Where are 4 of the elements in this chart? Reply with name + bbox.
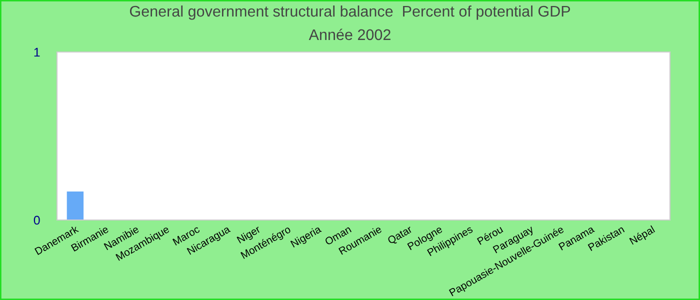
y-tick-label: 0 [34,216,40,225]
chart-title: General government structural balance Percent of potential GDP [130,5,570,20]
y-tick-label: 1 [34,48,40,57]
chart-subtitle: Année 2002 [308,28,390,40]
